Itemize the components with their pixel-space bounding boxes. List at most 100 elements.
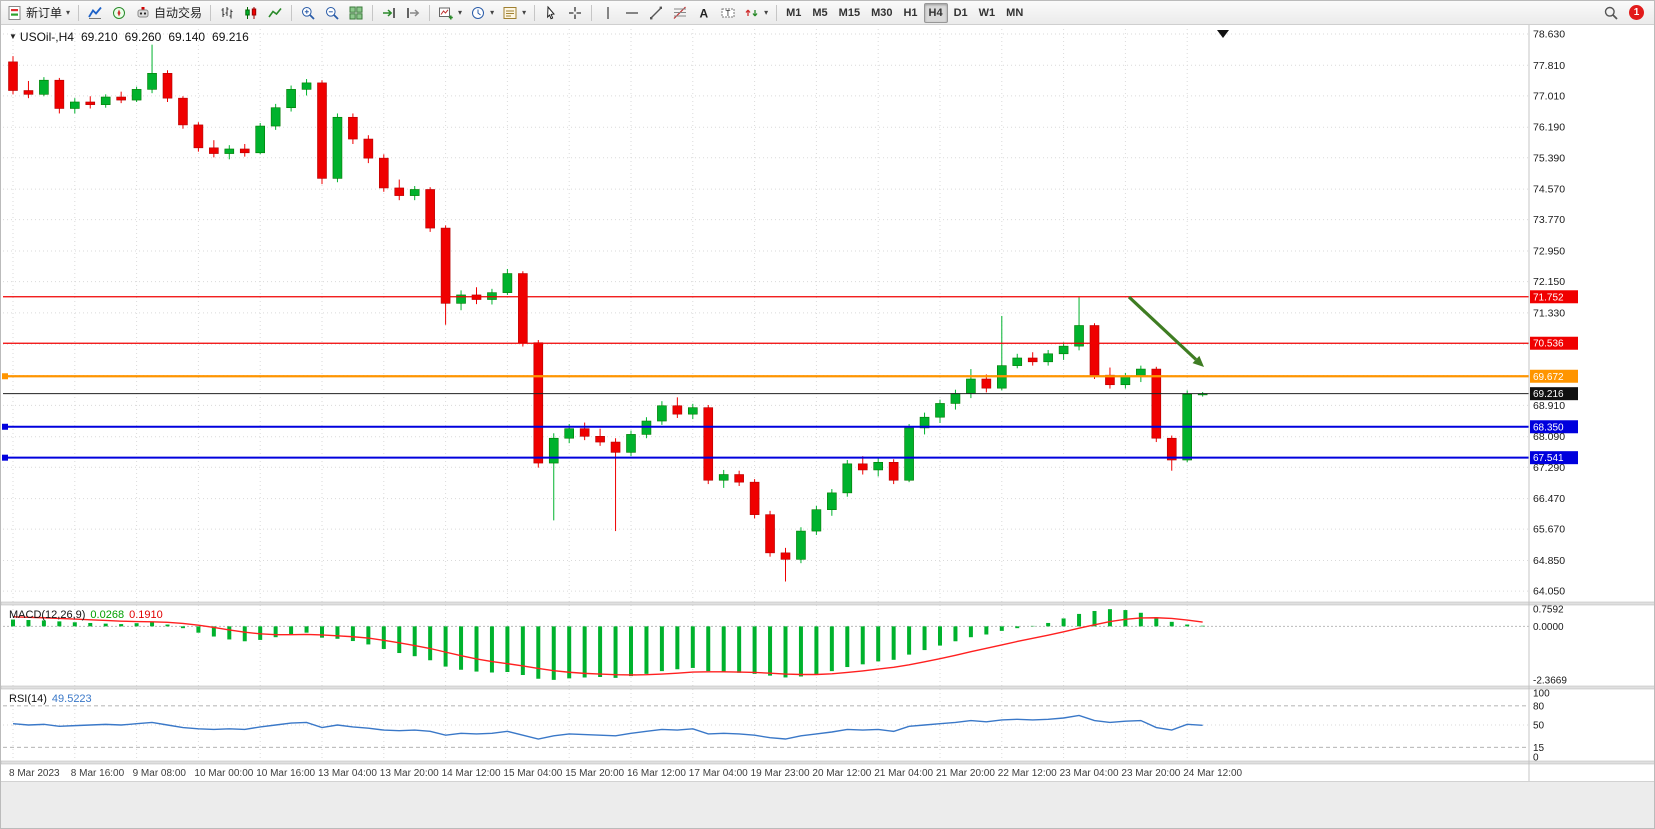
- toolbar-separator: [78, 4, 80, 21]
- timeframe-button-m30[interactable]: M30: [866, 3, 897, 23]
- line-chart-button[interactable]: [263, 3, 287, 23]
- candle-bull: [224, 148, 235, 154]
- macd-pane: 0.7592 0.0000 -2.3669: [3, 605, 1567, 686]
- chart-shift-button[interactable]: [401, 3, 425, 23]
- candle-bull: [548, 437, 559, 464]
- horizontal-line-button[interactable]: [620, 3, 644, 23]
- pane-separator[interactable]: [1, 601, 1655, 606]
- svg-text:69.672: 69.672: [1533, 372, 1564, 383]
- candle-bear: [579, 428, 590, 437]
- new-order-button[interactable]: 新订单 ▾: [3, 3, 74, 23]
- line-anchor-marker[interactable]: [2, 454, 8, 461]
- cursor-button[interactable]: [539, 3, 563, 23]
- candle-bear: [425, 189, 435, 229]
- tile-windows-icon: [348, 5, 364, 21]
- trendline-button[interactable]: [644, 3, 668, 23]
- toolbar: 新订单 ▾ 自动交易: [1, 1, 1654, 25]
- market-watch-button[interactable]: [83, 3, 107, 23]
- candle-bear: [162, 73, 173, 99]
- candle-bull: [487, 292, 497, 300]
- svg-text:15: 15: [1533, 743, 1545, 754]
- svg-text:71.330: 71.330: [1533, 307, 1565, 319]
- time-axis-label: 21 Mar 04:00: [874, 768, 933, 779]
- candle-bear: [888, 461, 899, 481]
- time-axis[interactable]: 8 Mar 2023 8 Mar 16:00 9 Mar 08:00 10 Mar 0…: [9, 768, 1243, 779]
- line-anchor-marker[interactable]: [2, 373, 8, 380]
- crosshair-button[interactable]: [563, 3, 587, 23]
- arrows-button[interactable]: ▾: [740, 3, 772, 23]
- time-axis-label: 22 Mar 12:00: [998, 768, 1057, 779]
- candle-bear: [765, 514, 775, 554]
- time-axis-label: 19 Mar 23:00: [751, 768, 810, 779]
- period-button[interactable]: ▾: [466, 3, 498, 23]
- candle-bear: [394, 187, 405, 196]
- time-axis-label: 17 Mar 04:00: [689, 768, 748, 779]
- line-chart-icon: [267, 5, 283, 21]
- candle-bull: [1074, 325, 1084, 347]
- pane-separator[interactable]: [1, 760, 1655, 765]
- chart-canvas[interactable]: 71.75270.53669.67269.21668.35067.54178.6…: [1, 25, 1655, 781]
- price-axis[interactable]: [1529, 25, 1655, 761]
- candlestick-button[interactable]: [239, 3, 263, 23]
- timeframe-button-m1[interactable]: M1: [781, 3, 806, 23]
- candle-bear: [518, 273, 528, 344]
- candle-bull: [456, 294, 466, 304]
- text-label-button[interactable]: T: [716, 3, 740, 23]
- zoom-out-button[interactable]: [320, 3, 344, 23]
- rsi-line: [12, 714, 1203, 740]
- navigator-button[interactable]: [107, 3, 131, 23]
- chart-window: 71.75270.53669.67269.21668.35067.54178.6…: [1, 25, 1655, 781]
- notification-badge[interactable]: 1: [1629, 5, 1644, 20]
- svg-text:68.350: 68.350: [1533, 422, 1564, 433]
- chart-shift-marker[interactable]: [1217, 30, 1229, 38]
- time-axis-label: 10 Mar 16:00: [256, 768, 315, 779]
- svg-text:-2.3669: -2.3669: [1533, 675, 1567, 686]
- candle-bull: [301, 82, 312, 90]
- vertical-line-icon: [600, 5, 616, 21]
- timeframe-button-m5[interactable]: M5: [807, 3, 832, 23]
- navigator-icon: [111, 5, 127, 21]
- toolbar-right-group: 1: [1599, 3, 1652, 23]
- time-axis-label: 20 Mar 12:00: [812, 768, 871, 779]
- tile-windows-button[interactable]: [344, 3, 368, 23]
- vertical-line-button[interactable]: [596, 3, 620, 23]
- candle-bull: [502, 273, 513, 293]
- trendline-icon: [648, 5, 664, 21]
- svg-text:72.150: 72.150: [1533, 276, 1565, 288]
- price-badge: [1530, 451, 1578, 465]
- candle-bull: [626, 434, 636, 453]
- search-button[interactable]: [1599, 3, 1623, 23]
- svg-text:50: 50: [1533, 721, 1545, 732]
- fibonacci-button[interactable]: [668, 3, 692, 23]
- pane-separator[interactable]: [1, 685, 1655, 690]
- text-button[interactable]: A: [692, 3, 716, 23]
- candle-bull: [286, 89, 296, 109]
- candle-bull: [687, 407, 698, 415]
- candle-bear: [239, 148, 250, 154]
- template-button[interactable]: ▾: [498, 3, 530, 23]
- timeframe-button-w1[interactable]: W1: [974, 3, 1001, 23]
- candle-bull: [39, 79, 49, 95]
- timeframe-button-m15[interactable]: M15: [834, 3, 865, 23]
- new-order-label: 新订单: [26, 6, 63, 20]
- timeframe-button-h4[interactable]: H4: [923, 2, 948, 23]
- svg-text:80: 80: [1533, 701, 1545, 712]
- bar-chart-button[interactable]: [215, 3, 239, 23]
- candle-bull: [255, 125, 265, 154]
- bar-chart-icon: [219, 5, 235, 21]
- line-anchor-marker[interactable]: [2, 423, 8, 430]
- trend-arrow-head[interactable]: [1192, 355, 1204, 367]
- price-badge: [1530, 290, 1578, 304]
- fibonacci-icon: [672, 5, 688, 21]
- auto-trading-button[interactable]: 自动交易: [131, 3, 206, 23]
- zoom-in-button[interactable]: [296, 3, 320, 23]
- timeframe-button-mn[interactable]: MN: [1001, 3, 1028, 23]
- svg-text:100: 100: [1533, 689, 1550, 700]
- auto-scroll-button[interactable]: [377, 3, 401, 23]
- new-chart-button[interactable]: ▾: [434, 3, 466, 23]
- timeframe-button-h1[interactable]: H1: [898, 3, 922, 23]
- candle-bull: [409, 189, 420, 196]
- trend-arrow-annotation[interactable]: [1127, 295, 1198, 361]
- timeframe-button-d1[interactable]: D1: [949, 3, 973, 23]
- svg-text:78.630: 78.630: [1533, 28, 1565, 40]
